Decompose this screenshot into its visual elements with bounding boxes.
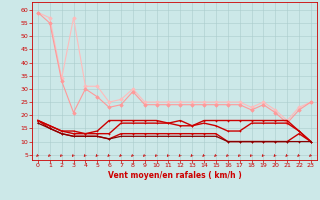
X-axis label: Vent moyen/en rafales ( km/h ): Vent moyen/en rafales ( km/h ) <box>108 171 241 180</box>
